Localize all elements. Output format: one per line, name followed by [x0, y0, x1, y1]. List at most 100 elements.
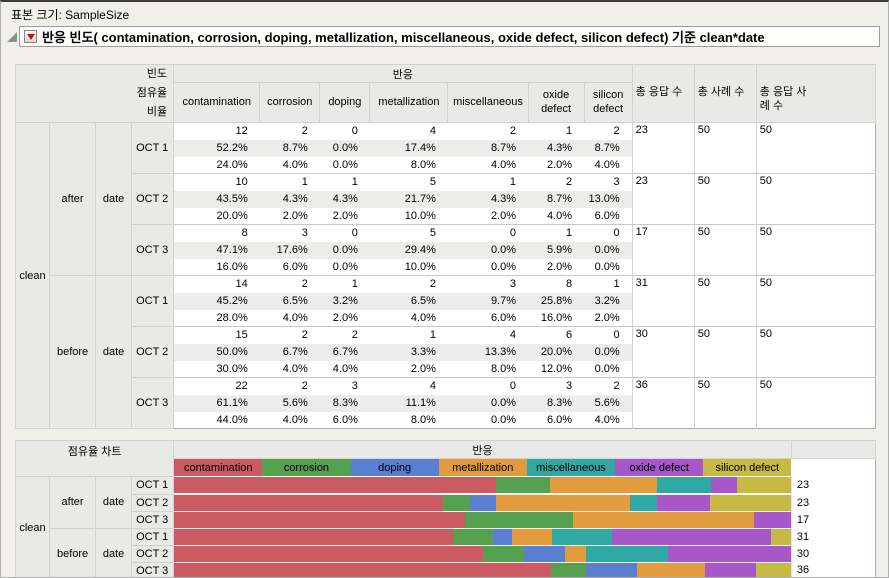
bar-segment-oxide-defect [656, 494, 711, 510]
chart-row-total: 30 [790, 545, 876, 562]
freq-cell: 1 [528, 122, 585, 140]
freq-cell: 0 [319, 224, 370, 242]
bar-segment-contamination [174, 494, 443, 510]
freq-cell: 0.0% [447, 241, 529, 259]
chart-row-total: 23 [790, 494, 876, 511]
chart-legend-corner [791, 458, 876, 476]
freq-cell: 6.0% [490, 311, 517, 324]
column-header-miscellaneous: miscellaneous [447, 82, 529, 123]
freq-cell: 0.0% [490, 260, 517, 273]
freq-cell: 0 [584, 326, 633, 344]
freq-count-row: OCT 2 10 1 1 5 1 2 3 23 50 50 [16, 173, 876, 225]
freq-cell: 3 [528, 377, 585, 395]
freq-share-row: 45.2% 6.5% 3.2% 6.5% 9.7% 25.8% 3.2% [16, 292, 876, 310]
freq-share-row: 61.1% 5.6% 8.3% 11.1% 0.0% 8.3% 5.6% [16, 394, 876, 412]
freq-cell: 30.0% [216, 362, 248, 375]
freq-cell: 21.7% [369, 190, 448, 208]
freq-cell: 12 [173, 122, 260, 140]
freq-cell: 0 [447, 224, 529, 242]
bar-segment-metallization [496, 494, 631, 510]
freq-cell: 0.0% [584, 343, 633, 361]
report-title: 반응 빈도( contamination, corrosion, doping,… [42, 30, 765, 45]
chart-row: before date OCT 1 31 [16, 527, 876, 577]
stacked-bar [173, 476, 792, 495]
freq-cell: 3 [259, 224, 320, 242]
freq-cell: 10.0% [404, 260, 436, 273]
freq-cell: 5 [369, 224, 448, 242]
freq-cell: 2 [447, 122, 529, 140]
freq-cell: 6 [528, 326, 585, 344]
freq-rate-row: 44.0% 4.0% 6.0% 8.0% 0.0% 6.0% 4.0% [16, 412, 876, 429]
freq-cell: 2.0% [594, 311, 620, 324]
row-header-clean: clean [14, 122, 51, 429]
freq-cell: 24.0% [216, 158, 248, 171]
column-header-total-responses: 총 응답 수 [631, 64, 695, 123]
chart-row-total: 31 [790, 528, 876, 545]
freq-cell: 0 [584, 224, 633, 242]
bar-segment-doping [523, 545, 566, 561]
chart-row-header-oct-2: OCT 2 [131, 493, 175, 512]
freq-cell: 2 [259, 377, 320, 395]
freq-cell: 5.9% [528, 241, 585, 259]
column-header-total-response-cases: 총 응답 사례 수 [755, 64, 877, 123]
outline-title-bar[interactable]: 반응 빈도( contamination, corrosion, doping,… [19, 26, 880, 47]
outline-disclosure-icon[interactable] [7, 32, 17, 42]
chart-header-row: 점유율 차트 반응 [14, 440, 877, 477]
freq-cell: 5.6% [584, 394, 633, 412]
frequency-table: 빈도 점유율 비율 반응 총 응답 수 총 사례 수 총 응답 사례 수 con… [14, 64, 877, 429]
freq-cell: 6.0% [282, 260, 308, 273]
freq-cell: 2 [319, 326, 370, 344]
chart-row-header-level-after: after [49, 475, 97, 529]
chart-row-header-oct-2: OCT 2 [131, 544, 175, 563]
freq-cell: 11.1% [369, 394, 448, 412]
chart-row-header-date-dimension: date [95, 475, 133, 529]
chart-response-header: 반응 [173, 440, 792, 459]
freq-cell: 8 [528, 275, 585, 293]
freq-cell: 1 [584, 275, 633, 293]
freq-cell: 8.0% [410, 413, 436, 426]
freq-cell: 0.0% [594, 362, 620, 375]
freq-cell: 0.0% [319, 241, 370, 259]
column-names-row: contamination corrosion doping metalliza… [16, 82, 876, 123]
freq-cell: 61.1% [173, 394, 260, 412]
stacked-bar [173, 528, 792, 546]
column-header-contamination: contamination [173, 82, 261, 123]
freq-cell: 2 [259, 122, 320, 140]
freq-cell: 4.0% [282, 311, 308, 324]
freq-cell: 2 [259, 326, 320, 344]
row-header-date-dimension: date [95, 122, 133, 276]
freq-cell: 3 [447, 275, 529, 293]
stat-labels-corner: 빈도 점유율 비율 [14, 64, 175, 123]
red-triangle-menu-button[interactable] [24, 30, 37, 43]
freq-cell: 29.4% [369, 241, 448, 259]
freq-cell: 2 [528, 173, 585, 191]
freq-cell: 6.0% [332, 413, 358, 426]
freq-cell: 3 [319, 377, 370, 395]
legend-item-doping: doping [350, 459, 439, 476]
freq-cell: 4.3% [528, 139, 585, 157]
freq-cell: 1 [319, 173, 370, 191]
share-chart-title: 점유율 차트 [14, 440, 175, 477]
total-cell: 23 [631, 173, 695, 225]
total-cell: 23 [631, 122, 695, 174]
freq-cell: 8.7% [528, 190, 585, 208]
freq-share-row: 50.0% 6.7% 6.7% 3.3% 13.3% 20.0% 0.0% [16, 343, 876, 361]
chart-row-header-oct-1: OCT 1 [131, 527, 175, 546]
freq-cell: 50.0% [173, 343, 260, 361]
freq-cell: 14 [173, 275, 260, 293]
freq-cell: 2.0% [410, 362, 436, 375]
bar-segment-miscellaneous [585, 545, 668, 561]
total-cell: 50 [693, 326, 757, 378]
total-cell: 50 [693, 173, 757, 225]
freq-cell: 16.0% [540, 311, 573, 324]
freq-cell: 8.7% [447, 139, 529, 157]
bar-segment-oxide-defect [710, 476, 738, 493]
bar-segment-miscellaneous [630, 494, 657, 510]
legend-item-corrosion: corrosion [262, 459, 351, 476]
bar-segment-oxide-defect [754, 511, 791, 527]
chart-row-header-clean: clean [14, 475, 51, 577]
bar-segment-metallization [549, 476, 658, 493]
column-header-silicon-defect: silicon defect [583, 82, 633, 123]
stat-label-rate: 비율 [146, 106, 168, 118]
bar-segment-corrosion [442, 494, 470, 510]
